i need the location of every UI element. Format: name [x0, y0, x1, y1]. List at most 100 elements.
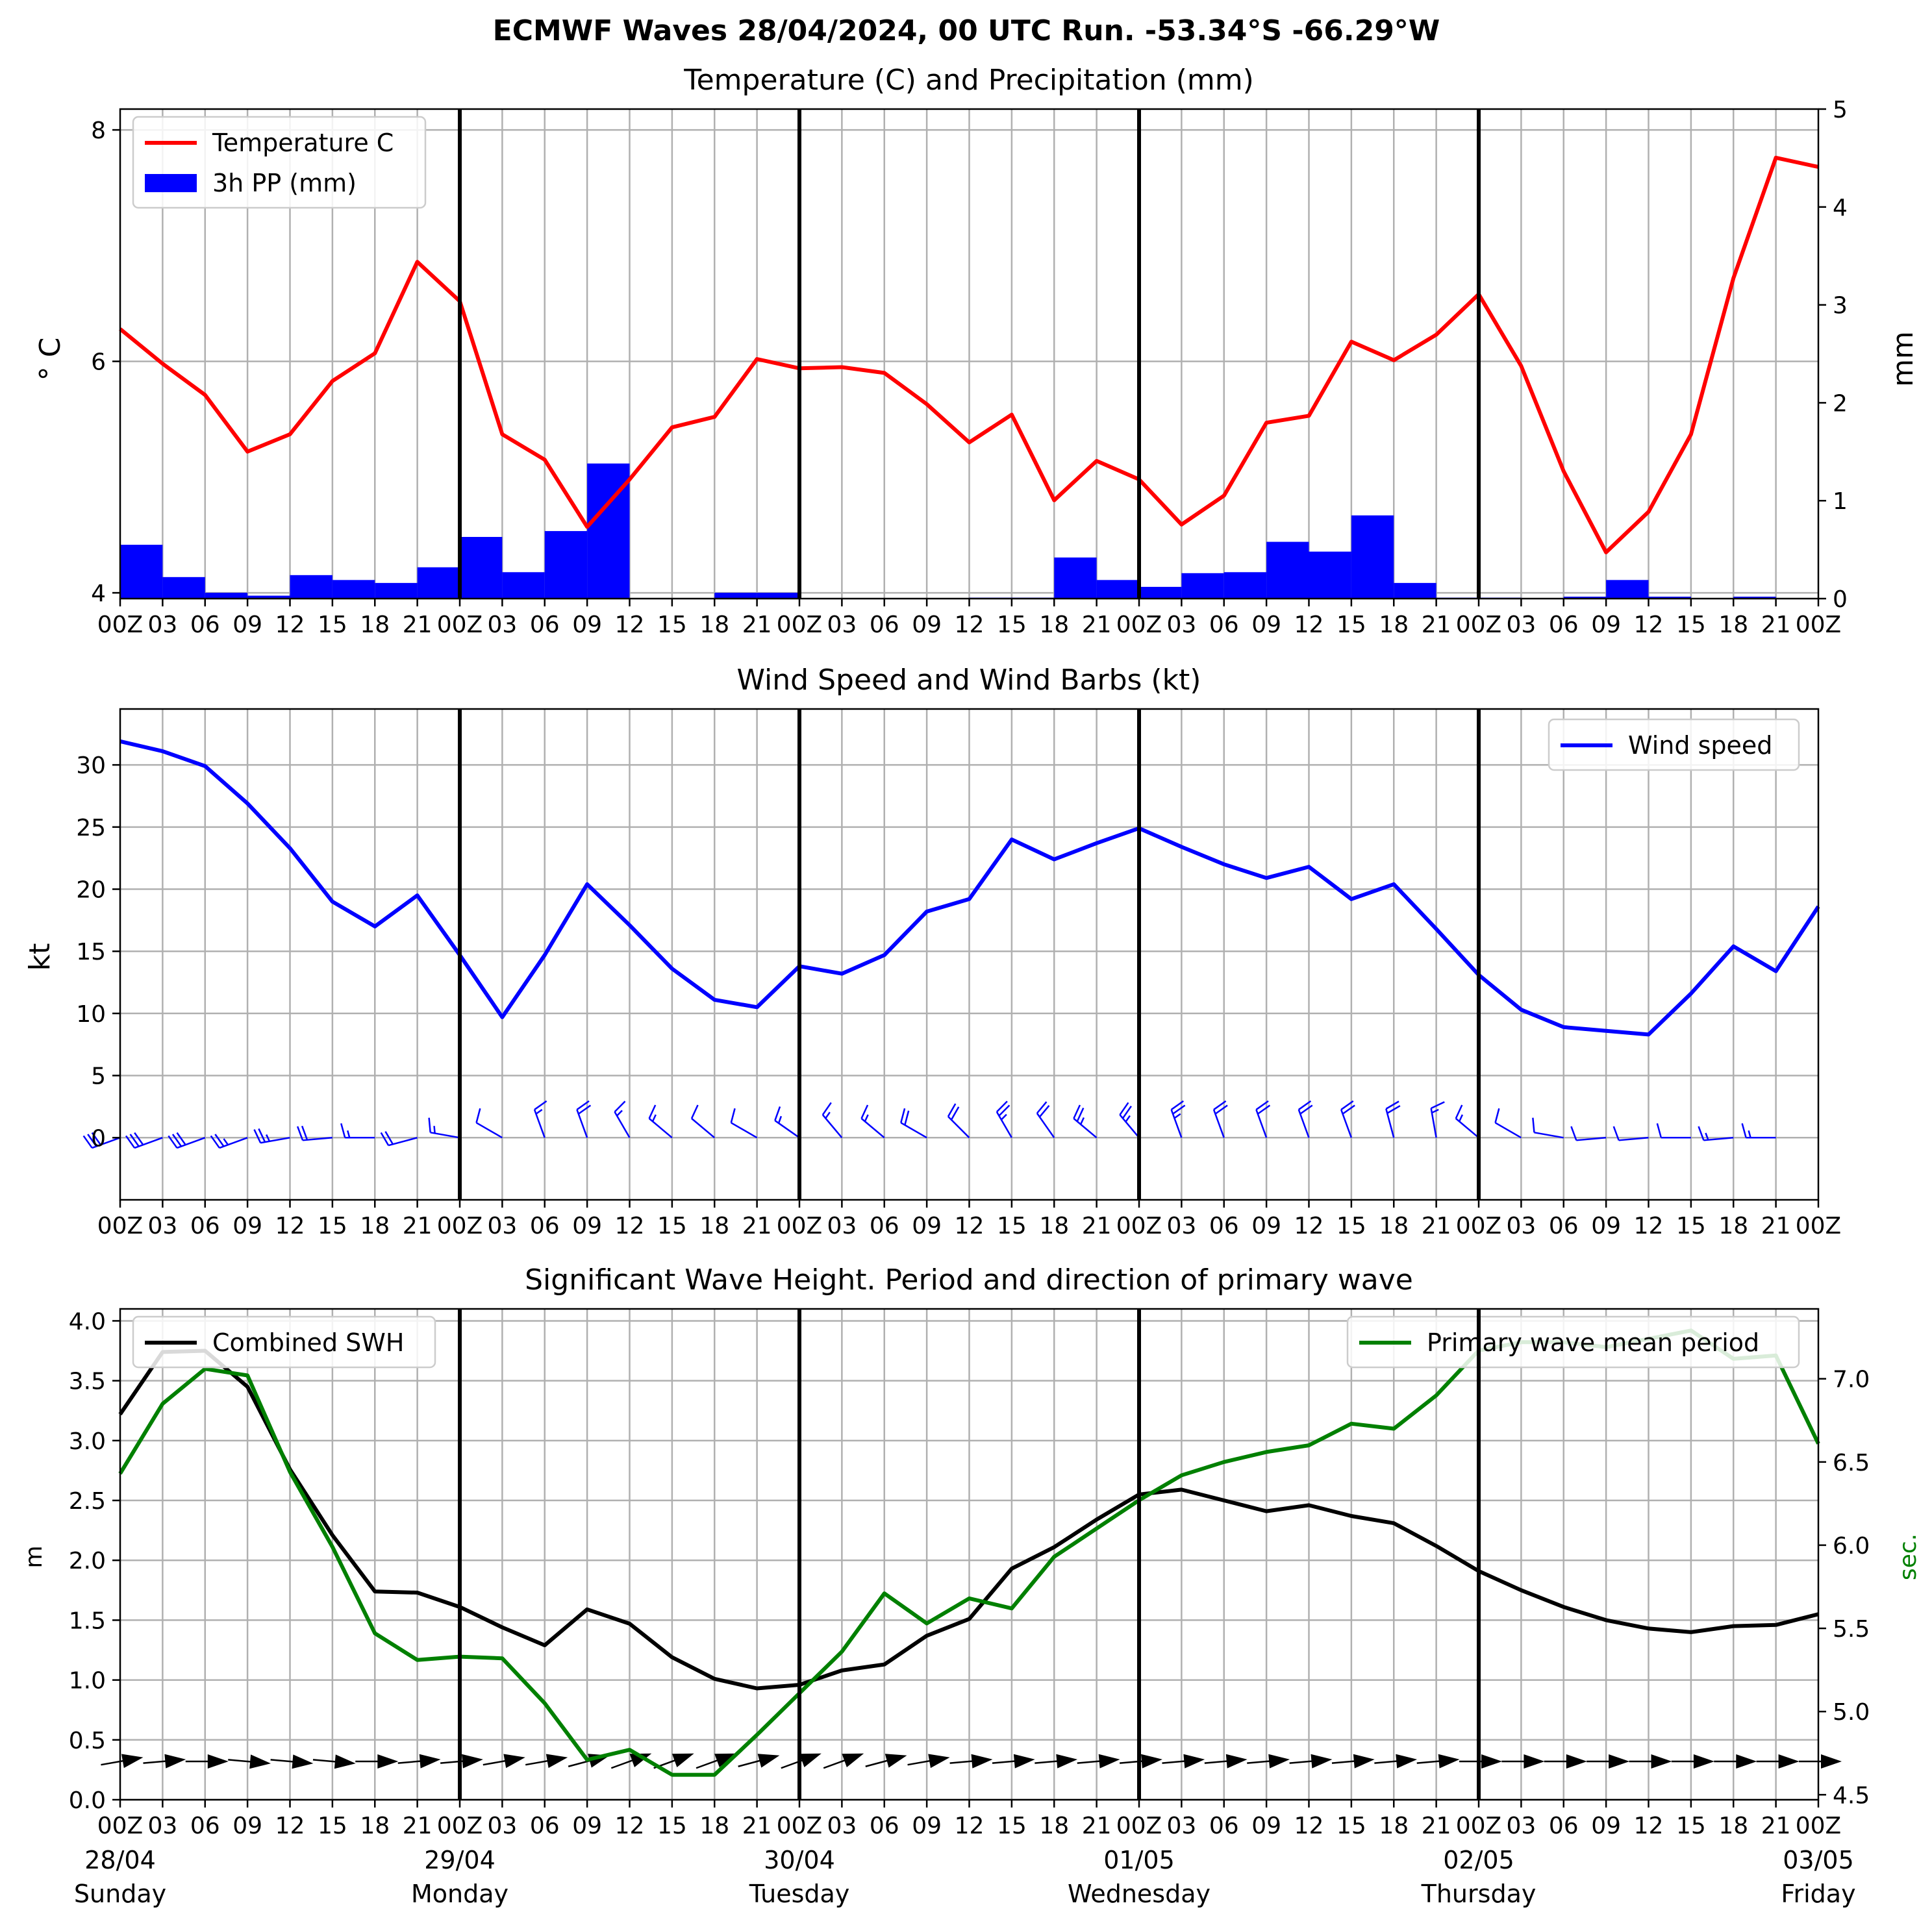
y-right-tick-label: 5	[1833, 97, 1848, 123]
wind-barb	[1073, 1104, 1098, 1139]
wave-direction-arrow	[525, 1754, 568, 1769]
precip-bar	[417, 567, 460, 599]
x-tick-label: 06	[870, 1813, 899, 1839]
legend-label: Primary wave mean period	[1427, 1328, 1759, 1357]
x-tick-label: 12	[275, 612, 305, 638]
y-right-tick-label: 4	[1833, 195, 1848, 221]
wind-barb-staff	[576, 1109, 588, 1138]
x-tick-label: 06	[1549, 1813, 1579, 1839]
x-tick-label: 00Z	[437, 612, 483, 638]
temperature-line	[119, 155, 1819, 554]
wave-direction-arrow	[1671, 1754, 1714, 1769]
wind-barb-staff	[1703, 1137, 1734, 1141]
y-tick-label: 1.5	[69, 1608, 106, 1634]
wave-direction-arrow	[1501, 1754, 1545, 1769]
legend-label: Wind speed	[1628, 731, 1772, 760]
wind-barb-flag	[1036, 1101, 1048, 1114]
wave-arrow-head	[1056, 1754, 1078, 1769]
x-tick-label: 12	[1634, 1813, 1664, 1839]
y-right-tick-label: 7.0	[1833, 1367, 1870, 1393]
x-tick-label: 15	[1336, 1813, 1366, 1839]
x-tick-label: 12	[1294, 1213, 1324, 1239]
wind-barb-half-flag	[535, 1109, 543, 1115]
x-tick-label: 21	[1761, 612, 1791, 638]
wind-barb-flag	[214, 1134, 225, 1147]
x-tick-label: 12	[615, 612, 645, 638]
wind-barb-half-flag	[1748, 1130, 1751, 1138]
wind-barb-flag	[578, 1104, 592, 1115]
x-tick-label: 06	[1209, 1213, 1239, 1239]
x-tick-label: 21	[1761, 1213, 1791, 1239]
x-tick-label: 00Z	[97, 1813, 143, 1839]
wave-arrow-head	[1778, 1754, 1800, 1769]
x-tick-label: 00Z	[1796, 612, 1841, 638]
wave-arrow-head	[1183, 1754, 1205, 1769]
day-label: Tuesday	[749, 1880, 850, 1908]
wind-barb-staff	[219, 1137, 248, 1149]
wind-barb-staff	[648, 1117, 673, 1139]
wave-arrow-head	[1013, 1754, 1035, 1769]
wind-barb-staff	[475, 1122, 503, 1139]
x-tick-label: 09	[1251, 1213, 1281, 1239]
x-tick-label: 18	[1379, 612, 1409, 638]
wind-barb-flag	[87, 1134, 97, 1147]
x-tick-label: 09	[572, 1213, 602, 1239]
wind-barb	[296, 1125, 332, 1141]
x-tick-label: 18	[1379, 1213, 1409, 1239]
precip-bar	[1139, 586, 1182, 599]
legend-box	[1346, 1315, 1800, 1369]
date-label: 03/05	[1783, 1846, 1854, 1874]
wave-arrow-head	[121, 1754, 144, 1769]
wind-barb-half-flag	[433, 1126, 436, 1134]
wind-barb-staff	[1036, 1112, 1055, 1139]
y-right-tick-label: 2	[1833, 390, 1848, 417]
precip-bar	[1606, 580, 1649, 599]
x-tick-label: 15	[657, 1813, 687, 1839]
wind-barb-flag	[1741, 1123, 1747, 1138]
wave-arrow-head	[1693, 1754, 1714, 1769]
wave-direction-arrow	[1162, 1754, 1205, 1769]
x-tick-label: 15	[997, 612, 1027, 638]
wind-barb-staff	[731, 1122, 758, 1139]
wind-barb	[168, 1132, 206, 1149]
wave-panel: Significant Wave Height. Period and dire…	[21, 1263, 1922, 1908]
x-tick-label: 06	[1209, 612, 1239, 638]
x-tick-label: 09	[232, 1813, 262, 1839]
x-tick-label: 03	[1506, 612, 1536, 638]
x-tick-label: 00Z	[1456, 612, 1501, 638]
wind-barb-flag	[475, 1108, 481, 1123]
y-right-tick-label: 3	[1833, 293, 1848, 319]
x-tick-label: 00Z	[1456, 1213, 1501, 1239]
wave-arrow-head	[207, 1754, 229, 1769]
wind-barb-staff	[1494, 1122, 1522, 1139]
x-tick-label: 18	[1039, 612, 1069, 638]
wave-arrow-head	[1396, 1754, 1418, 1769]
wind-barb-flag	[534, 1100, 547, 1111]
precip-bar	[205, 592, 248, 599]
wave-arrow-head	[1225, 1754, 1248, 1769]
x-tick-label: 12	[615, 1813, 645, 1839]
wave-arrow-head	[799, 1753, 822, 1767]
x-tick-label: 00Z	[1796, 1213, 1841, 1239]
x-tick-label: 00Z	[97, 612, 143, 638]
precip-bar	[1096, 580, 1139, 599]
wave-direction-arrow	[312, 1754, 356, 1769]
wave-arrow-head	[419, 1754, 441, 1769]
x-tick-label: 00Z	[1116, 1813, 1162, 1839]
date-label: 01/05	[1103, 1846, 1175, 1874]
y-tick-label: 30	[76, 752, 106, 779]
wave-direction-arrow	[1714, 1754, 1757, 1769]
wave-direction-arrow	[1629, 1754, 1672, 1769]
panel-title: Wind Speed and Wind Barbs (kt)	[737, 664, 1201, 697]
wave-arrow-head	[462, 1754, 483, 1769]
x-tick-label: 12	[275, 1813, 305, 1839]
wind-barb-staff	[822, 1114, 843, 1139]
wind-barb-staff	[1430, 1108, 1437, 1138]
x-tick-label: 21	[1422, 1813, 1451, 1839]
x-tick-label: 21	[403, 1813, 433, 1839]
y-tick-label: 10	[76, 1001, 106, 1028]
wind-barb	[1298, 1100, 1313, 1138]
wind-barb	[210, 1134, 248, 1149]
wind-barb	[822, 1102, 843, 1139]
precip-bar	[460, 536, 503, 599]
